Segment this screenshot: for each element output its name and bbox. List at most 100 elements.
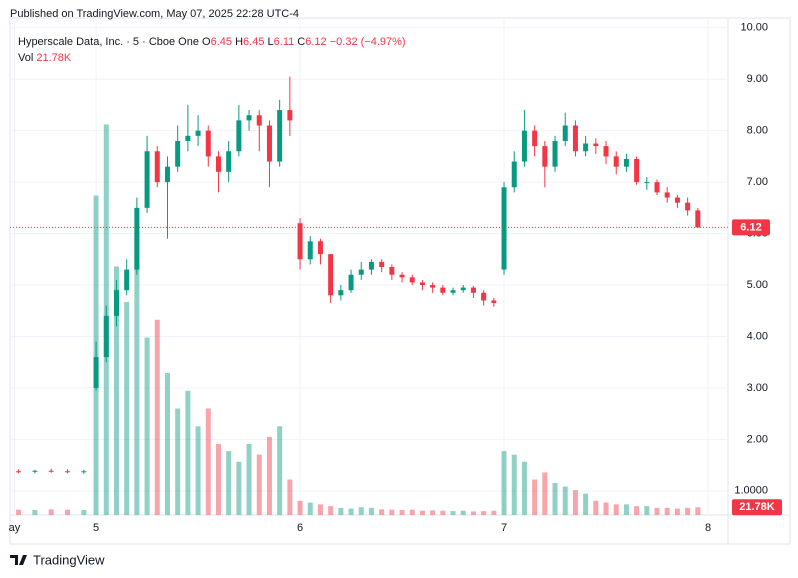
volume-bar [521,461,527,515]
candle-body [603,146,609,157]
candle-body [297,223,303,260]
brand: TradingView [10,552,105,567]
candle-body [664,192,670,198]
y-tick-label: 2.00 [747,433,768,445]
y-tick-label: 8.00 [747,125,768,137]
candle-body [521,130,527,162]
candle-body [185,135,191,141]
volume-bar [16,509,22,515]
volume-bar [226,451,232,515]
y-tick-label: 9.00 [747,73,768,85]
last-volume-box [732,499,782,516]
candle-body [348,274,354,291]
grid [10,18,728,515]
y-tick-label: 4.00 [747,330,768,342]
candle-body [134,207,140,270]
chart-frame [9,17,791,545]
candle-body [205,130,211,157]
x-tick-label: 6 [297,522,303,534]
volume-bar [685,507,691,515]
candle-body [379,261,385,268]
candle-body [236,120,242,152]
volume-bar [32,510,38,515]
volume-bar [65,509,71,515]
volume-bar [470,511,476,515]
candle-body [195,130,201,136]
candle-body [419,282,425,286]
volume-bar [266,436,272,515]
candle-body [695,210,701,228]
volume-bar [236,461,242,515]
candle-body [613,156,619,167]
candle-body [450,290,456,293]
volume-bar [358,507,364,515]
volume-bar [256,454,262,515]
candle-body [328,254,334,296]
volume-bar [113,266,119,515]
volume-bar [572,490,578,515]
y-tick-label: 10.00 [740,22,768,34]
volume-bar [542,472,548,515]
x-tick-label: ay [9,522,21,534]
candle-body [215,156,221,172]
volume-layer [16,124,701,515]
volume-bar [634,506,640,515]
candle-body [113,290,119,316]
candle-body [164,166,170,183]
x-tick-label: 5 [93,522,99,534]
candle-body [93,357,99,388]
volume-bar [399,510,405,515]
candle-body [583,143,589,152]
candle-body [65,471,71,473]
candle-body [511,161,517,188]
vol-value: 21.78K [36,52,72,64]
candle-body [481,292,487,301]
last-volume-label: 21.78K [739,501,775,513]
volume-bar [185,390,191,515]
last-price-label: 6.12 [740,221,761,233]
candle-body [124,269,130,291]
volume-bar [460,510,466,515]
volume-bar [297,500,303,515]
volume-bar [175,408,181,515]
candle-body [338,290,344,296]
candle-body [572,125,578,152]
candle-body [409,277,415,283]
volume-bar [419,510,425,515]
volume-bar [674,508,680,515]
volume-bar [481,511,487,515]
brand-name: TradingView [33,552,105,567]
candle-body [266,125,272,162]
candle-body [175,140,181,167]
candle-body [562,125,568,141]
candle-body [634,158,640,183]
candle-body [256,115,262,126]
volume-bar [328,506,334,515]
symbol: Hyperscale Data, Inc. · 5 · Cboe One [18,36,199,48]
candle-body [307,241,313,260]
volume-bar [307,502,313,515]
x-tick-label: 7 [501,522,507,534]
volume-bar [48,509,54,515]
y-tick-label: 1.0000 [734,485,768,497]
candle-body [154,151,160,183]
volume-bar [695,507,701,515]
candle-body [287,110,293,121]
volume-bar [317,504,323,515]
candle-body [552,140,558,167]
candle-body [226,151,232,172]
candle-body [623,158,629,167]
volume-bar [368,507,374,515]
volume-bar [144,337,150,515]
candle-layer [16,76,701,474]
candle-body [399,274,405,278]
candle-body [358,269,364,275]
volume-bar [164,373,170,515]
volume-bar [613,504,619,515]
volume-bar [124,302,130,515]
volume-bar [389,509,395,515]
brand-logo [10,555,27,565]
candle-body [501,187,507,270]
